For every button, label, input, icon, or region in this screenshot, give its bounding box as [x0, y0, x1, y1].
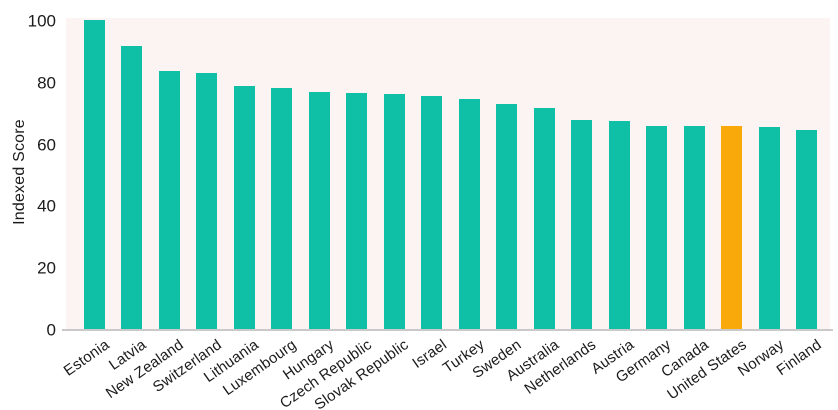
y-tick-label-100: 100 — [27, 11, 56, 31]
bar-latvia — [121, 45, 142, 330]
bar-slovak-republic — [383, 94, 405, 330]
bar-germany — [646, 125, 667, 330]
bar-israel — [421, 95, 442, 330]
bar-sweden — [496, 104, 517, 330]
bar-hungary — [308, 91, 330, 330]
bar-norway — [758, 127, 780, 330]
y-tick-label-60: 60 — [37, 135, 56, 155]
bar-united-states — [721, 126, 742, 330]
x-tick-label-estonia: Estonia — [60, 336, 113, 380]
bar-finland — [796, 130, 817, 330]
bar-luxembourg — [271, 88, 292, 330]
bar-czech-republic — [346, 93, 367, 330]
bar-lithuania — [233, 85, 255, 330]
x-axis-line — [62, 329, 833, 331]
y-tick-label-0: 0 — [46, 320, 56, 340]
plot-area — [66, 18, 830, 330]
bar-austria — [608, 121, 630, 330]
bar-turkey — [458, 99, 480, 330]
bar-canada — [683, 125, 705, 330]
bar-estonia — [83, 19, 105, 330]
bar-netherlands — [571, 119, 592, 330]
bar-switzerland — [196, 72, 217, 330]
bar-australia — [533, 107, 555, 330]
bar-new-zealand — [158, 70, 180, 330]
y-tick-label-40: 40 — [37, 196, 56, 216]
y-tick-label-20: 20 — [37, 258, 56, 278]
y-tick-label-80: 80 — [37, 73, 56, 93]
